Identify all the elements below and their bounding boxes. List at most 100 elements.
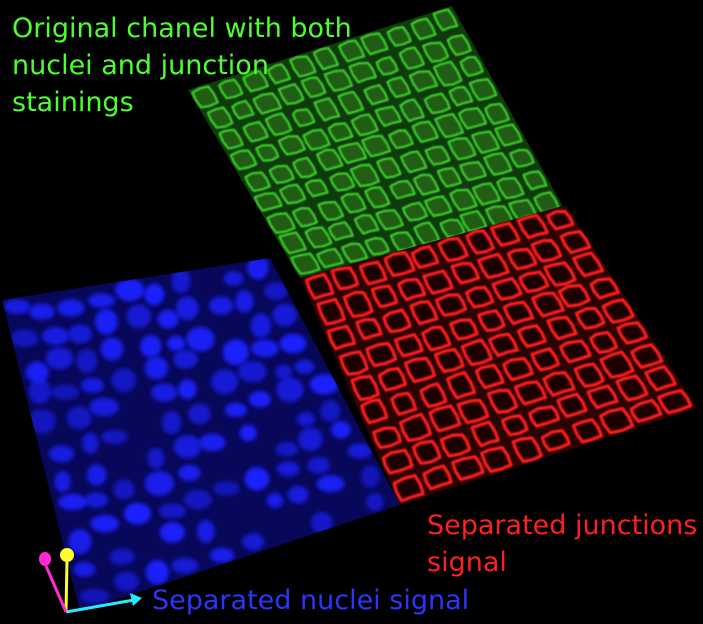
nucleus-blob <box>197 519 215 544</box>
cell-outline <box>494 123 523 147</box>
original-channel-label: Original chanel with both nuclei and jun… <box>12 10 352 121</box>
x-axis-line <box>65 598 135 614</box>
cell-outline <box>530 347 561 372</box>
cell-outline <box>327 221 354 242</box>
cell-outline <box>448 85 474 107</box>
nucleus-blob <box>188 403 211 425</box>
cell-outline <box>350 113 379 137</box>
nucleus-blob <box>264 282 288 300</box>
cell-outline <box>401 201 428 222</box>
nucleus-blob <box>114 571 139 592</box>
cell-outline <box>350 374 380 402</box>
cell-outline <box>381 448 414 475</box>
nucleus-blob <box>171 268 191 294</box>
nucleus-blob <box>28 378 52 404</box>
nucleus-blob <box>3 299 31 315</box>
cell-outline <box>372 426 402 450</box>
cell-outline <box>266 63 292 85</box>
nucleus-blob <box>68 528 92 555</box>
nucleus-blob <box>309 374 339 395</box>
nucleus-blob <box>275 441 299 457</box>
nucleus-blob <box>276 461 300 477</box>
nucleus-blob <box>157 309 179 329</box>
cell-outline <box>599 350 635 379</box>
cell-outline <box>278 231 307 255</box>
cell-outline <box>289 55 317 78</box>
cell-outline <box>316 148 344 172</box>
nucleus-blob <box>310 511 333 533</box>
cell-outline <box>506 247 538 271</box>
cell-outline <box>542 371 576 397</box>
nucleus-blob <box>175 296 199 321</box>
cell-outline <box>528 405 561 428</box>
cell-outline <box>389 179 416 200</box>
cell-outline <box>191 85 219 109</box>
cell-outline <box>386 25 412 47</box>
cell-outline <box>410 245 440 270</box>
nucleus-blob <box>222 339 249 366</box>
cell-outline <box>316 297 346 326</box>
nucleus-blob <box>89 397 119 417</box>
cell-outline <box>459 55 484 77</box>
nucleus-blob <box>242 533 265 551</box>
cell-outline <box>255 144 280 162</box>
cell-outline <box>451 455 485 481</box>
cell-outline <box>468 77 498 102</box>
cell-outline <box>465 285 495 309</box>
cell-outline <box>399 150 428 174</box>
cell-outline <box>252 92 283 115</box>
nucleus-blob <box>144 356 169 380</box>
cell-outline <box>446 370 477 400</box>
cell-outline <box>394 333 424 358</box>
y-axis-knob <box>60 548 74 562</box>
cell-outline <box>337 142 368 165</box>
cell-outline <box>422 269 454 295</box>
nucleus-blob <box>298 427 323 452</box>
nucleus-blob <box>28 303 55 321</box>
cell-outline <box>589 277 620 300</box>
cell-outline <box>341 242 369 263</box>
cell-outline <box>456 398 490 425</box>
nucleus-blob <box>10 329 39 348</box>
nucleus-blob <box>115 278 145 302</box>
nucleus-blob <box>84 492 108 508</box>
cell-outline <box>629 398 663 423</box>
cell-outline <box>516 213 549 240</box>
cell-outline <box>432 8 459 32</box>
cell-outline <box>353 214 380 235</box>
cell-outline <box>292 156 318 179</box>
junctions-signal-label: Separated junctions signal <box>427 507 697 581</box>
cell-outline <box>290 252 321 275</box>
cell-outline <box>337 90 365 115</box>
cell-outline <box>291 108 316 128</box>
cell-outline <box>423 92 451 115</box>
cell-outline <box>559 339 592 364</box>
cell-outline <box>266 212 296 234</box>
cell-outline <box>206 106 234 129</box>
cell-outline <box>337 39 366 63</box>
cell-outline <box>374 105 403 128</box>
nucleus-blob <box>244 467 270 491</box>
cell-outline <box>644 365 677 392</box>
cell-outline <box>509 148 535 168</box>
nucleus-blob <box>109 548 135 566</box>
cell-outline <box>292 207 319 228</box>
cell-outline <box>218 128 244 150</box>
cell-outline <box>329 172 356 192</box>
cell-outline <box>410 17 437 41</box>
cell-outline <box>517 324 547 349</box>
cell-outline <box>370 284 399 309</box>
cell-outline <box>439 433 472 458</box>
nucleus-blob <box>235 290 254 313</box>
cell-outline <box>615 374 649 402</box>
cell-outline <box>574 306 606 330</box>
nucleus-blob <box>296 412 316 427</box>
cell-outline <box>450 261 481 285</box>
cell-outline <box>302 128 331 151</box>
nucleus-blob <box>151 383 178 402</box>
cell-outline <box>364 237 390 256</box>
cell-outline <box>326 324 357 351</box>
cell-outline <box>424 195 453 218</box>
cell-outline <box>312 46 340 71</box>
cell-outline <box>317 200 345 221</box>
